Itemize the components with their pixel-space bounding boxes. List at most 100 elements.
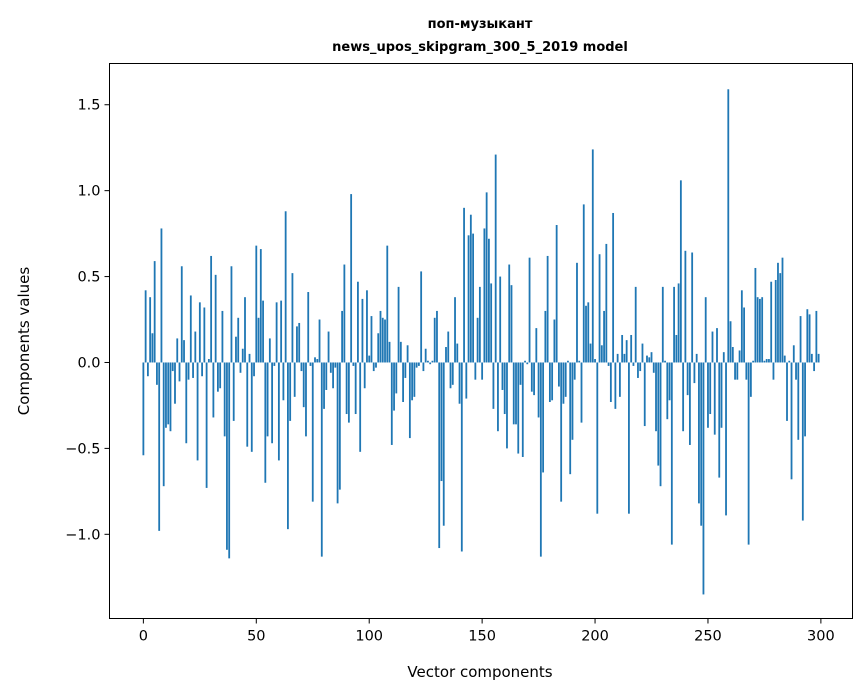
bar	[406, 345, 409, 363]
bar	[352, 362, 355, 366]
bar	[216, 362, 219, 392]
bar	[440, 362, 443, 482]
bar	[235, 336, 237, 363]
bar	[185, 362, 188, 444]
bar	[670, 362, 673, 545]
y-tick-label: 1.5	[77, 98, 100, 114]
bar	[259, 249, 262, 363]
bar	[707, 362, 709, 428]
bar	[226, 362, 228, 550]
bar	[503, 362, 506, 415]
bar	[621, 334, 624, 363]
chart-subtitle: news_upos_skipgram_300_5_2019 model	[332, 40, 628, 55]
bar	[517, 362, 520, 454]
bar	[194, 331, 197, 363]
bar	[280, 300, 283, 363]
bar	[379, 310, 382, 363]
bar	[345, 362, 348, 415]
bar	[183, 340, 185, 363]
bar	[370, 316, 373, 363]
bar	[207, 359, 210, 363]
y-tick-label: −1.0	[65, 527, 100, 543]
bar	[176, 338, 179, 363]
bar	[535, 328, 538, 363]
bar	[438, 362, 441, 549]
bar	[429, 362, 432, 365]
bar	[300, 362, 303, 372]
bar	[749, 362, 752, 397]
bar	[219, 362, 222, 389]
bar	[456, 343, 459, 363]
bar	[449, 362, 452, 389]
bars-group	[142, 89, 820, 595]
bar	[404, 362, 407, 378]
bar	[488, 238, 490, 363]
bar	[178, 362, 181, 382]
bar	[792, 345, 795, 363]
bar	[384, 319, 386, 363]
bar	[628, 362, 630, 514]
bar	[386, 245, 389, 363]
bar	[618, 362, 621, 397]
bar	[673, 286, 675, 363]
bar	[659, 362, 662, 487]
bar	[770, 281, 773, 363]
bar	[451, 362, 454, 385]
bar	[436, 310, 438, 363]
bar	[558, 362, 560, 387]
bar	[497, 362, 499, 432]
bar	[655, 362, 657, 432]
bar	[594, 359, 596, 363]
bar	[763, 360, 766, 363]
x-axis-label: Vector components	[407, 663, 552, 681]
bar	[230, 266, 233, 363]
bar	[779, 273, 782, 363]
x-axis: 0 50 100 150 200 250 300	[139, 618, 835, 645]
bar	[472, 233, 474, 363]
bar	[273, 362, 276, 366]
bar	[580, 362, 583, 423]
bar	[533, 362, 535, 396]
bar	[458, 362, 461, 404]
bar	[402, 362, 404, 402]
bar	[481, 362, 484, 380]
bar	[289, 362, 292, 421]
bar	[759, 298, 761, 363]
bar	[478, 286, 481, 363]
bar	[189, 295, 192, 363]
bar	[772, 362, 775, 380]
bar	[614, 362, 617, 409]
bar	[646, 355, 648, 363]
bar	[799, 316, 802, 363]
bar	[442, 362, 445, 526]
bar	[393, 362, 395, 411]
bar	[526, 362, 529, 365]
bar	[454, 297, 456, 363]
bar	[731, 347, 734, 363]
y-tick-label: 0.5	[77, 270, 100, 286]
bar	[447, 331, 450, 363]
bar	[424, 348, 427, 363]
bar	[237, 317, 240, 363]
bar	[716, 328, 718, 363]
bar	[201, 362, 203, 377]
x-tick-label: 200	[581, 629, 609, 645]
bar	[156, 362, 158, 385]
bar	[704, 297, 707, 363]
bar	[657, 362, 660, 466]
bar	[146, 362, 149, 377]
bar	[160, 228, 163, 363]
bar	[381, 317, 384, 363]
bar	[483, 228, 486, 363]
bar	[804, 362, 806, 437]
bar	[151, 333, 154, 363]
bar	[641, 343, 644, 363]
bar	[293, 362, 296, 397]
bar	[192, 362, 194, 378]
bar	[508, 264, 511, 363]
bar	[684, 250, 687, 363]
bar	[661, 286, 664, 363]
bar	[149, 297, 152, 363]
bar	[567, 360, 569, 363]
